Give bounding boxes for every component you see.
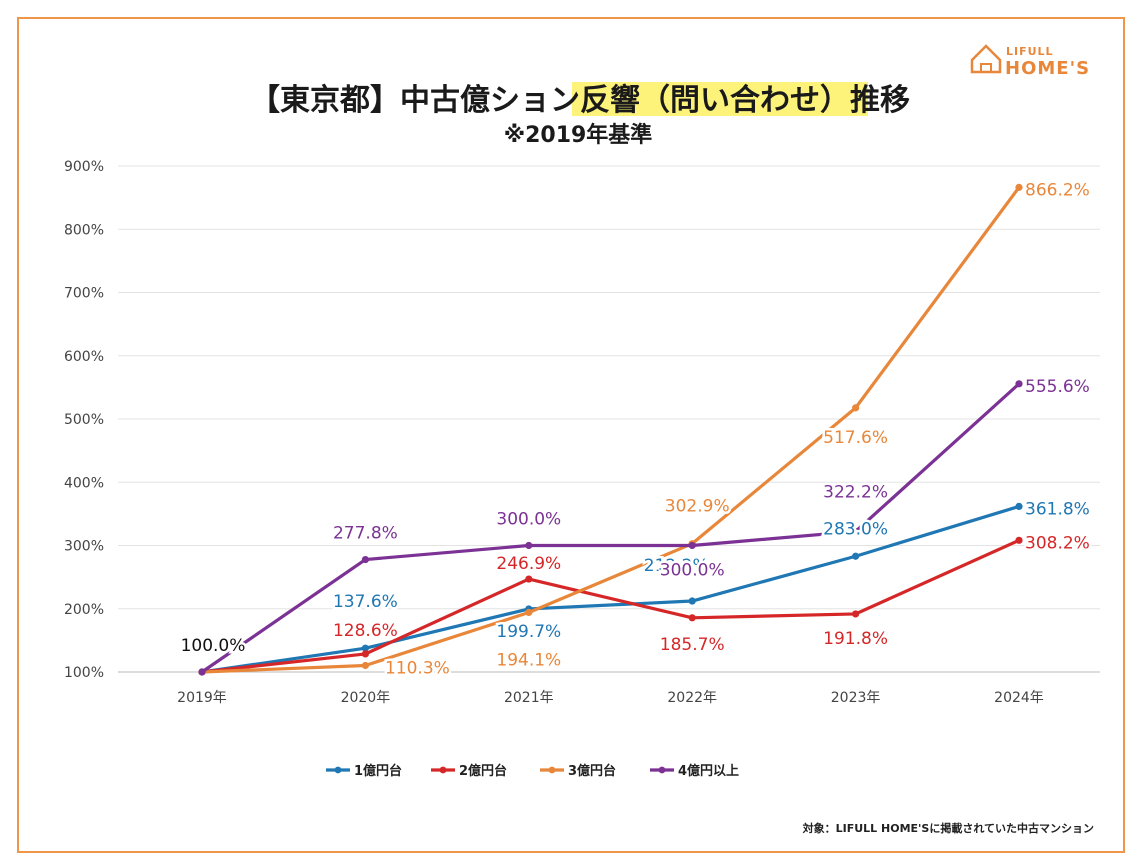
y-tick-label: 200%	[64, 602, 104, 618]
data-point	[361, 644, 369, 652]
data-labels: 137.6% 199.7% 212.2% 283.0% 361.8% 128.6% 246.…	[178, 178, 1092, 681]
data-point	[525, 541, 533, 550]
data-point	[1015, 502, 1023, 511]
series-line-4	[200, 382, 1021, 674]
data-point	[1015, 536, 1023, 544]
legend-label: 2億円台	[459, 763, 507, 779]
data-point	[525, 608, 533, 617]
series-line-1	[200, 504, 1021, 674]
x-tick-label: 2022年	[667, 690, 717, 706]
chart-subtitle: ※2019年基準	[504, 122, 653, 148]
series-lines	[198, 183, 1023, 676]
lifull-homes-logo: LIFULL HOME'S	[970, 44, 1090, 79]
data-label: 191.8%	[823, 629, 888, 649]
series-line-3	[200, 185, 1021, 674]
y-tick-label: 900%	[64, 159, 104, 175]
logo-text-lifull: LIFULL	[1006, 45, 1054, 58]
data-label: 555.6%	[1025, 377, 1090, 397]
data-label: 194.1%	[496, 650, 561, 670]
data-point	[525, 575, 533, 583]
legend-label: 3億円台	[568, 763, 616, 779]
legend-label: 1億円台	[354, 763, 402, 779]
house-icon	[970, 44, 1002, 74]
x-tick-label: 2020年	[341, 690, 391, 706]
y-tick-label: 100%	[64, 665, 104, 681]
legend-marker	[439, 766, 447, 774]
data-label: 110.3%	[385, 658, 450, 678]
x-tick-label: 2024年	[994, 690, 1044, 706]
data-label: 300.0%	[496, 510, 561, 530]
data-point	[688, 541, 696, 550]
data-label: 283.0%	[823, 519, 888, 539]
data-label: 361.8%	[1025, 499, 1090, 519]
chart-frame	[17, 17, 1125, 853]
legend-marker	[548, 766, 556, 774]
data-label: 246.9%	[496, 554, 561, 574]
data-point	[852, 527, 860, 536]
y-tick-label: 300%	[64, 539, 104, 555]
series-line-2	[200, 538, 1021, 674]
data-point	[852, 404, 860, 412]
data-point	[361, 661, 369, 670]
data-label: 185.7%	[660, 635, 725, 655]
y-tick-label: 600%	[64, 349, 104, 365]
data-label: 128.6%	[333, 621, 398, 641]
data-label: 300.0%	[660, 561, 725, 581]
x-tick-label: 2021年	[504, 690, 554, 706]
data-point	[361, 555, 369, 564]
title-highlight	[572, 82, 868, 116]
data-label: 199.7%	[496, 622, 561, 642]
legend: 1億円台 2億円台 3億円台 4億円以上	[326, 763, 739, 779]
data-point	[852, 552, 860, 560]
data-point	[688, 614, 696, 622]
data-point	[198, 668, 206, 676]
data-label: 277.8%	[333, 524, 398, 544]
logo-text-homes: HOME'S	[1005, 58, 1090, 79]
x-tick-label: 2023年	[831, 690, 881, 706]
x-axis: 2019年 2020年 2021年 2022年 2023年 2024年	[177, 690, 1044, 706]
data-point	[1015, 183, 1023, 191]
data-point	[688, 597, 696, 605]
y-tick-label: 400%	[64, 475, 104, 491]
y-tick-label: 700%	[64, 286, 104, 302]
data-label: 137.6%	[333, 592, 398, 612]
data-label: 517.6%	[823, 428, 888, 448]
legend-label: 4億円以上	[678, 763, 739, 779]
footnote: 対象：LIFULL HOME'Sに掲載されていた中古マンション	[802, 821, 1094, 835]
start-data-label: 100.0%	[181, 636, 246, 656]
x-tick-label: 2019年	[177, 690, 227, 706]
data-label: 302.9%	[665, 497, 730, 517]
data-label: 308.2%	[1025, 533, 1090, 553]
data-point	[361, 650, 369, 658]
y-tick-label: 800%	[64, 222, 104, 238]
data-point	[1015, 380, 1023, 388]
data-label: 866.2%	[1025, 180, 1090, 200]
legend-marker	[658, 766, 666, 774]
y-tick-label: 500%	[64, 412, 104, 428]
legend-marker	[334, 766, 342, 774]
data-label: 212.2%	[644, 556, 709, 576]
grid: 100% 200% 300% 400% 500% 600% 700% 800% 900%	[64, 159, 1100, 681]
data-label: 322.2%	[823, 482, 888, 502]
chart-title: 【東京都】中古億ション反響（問い合わせ）推移	[250, 83, 910, 118]
data-point	[852, 610, 860, 618]
